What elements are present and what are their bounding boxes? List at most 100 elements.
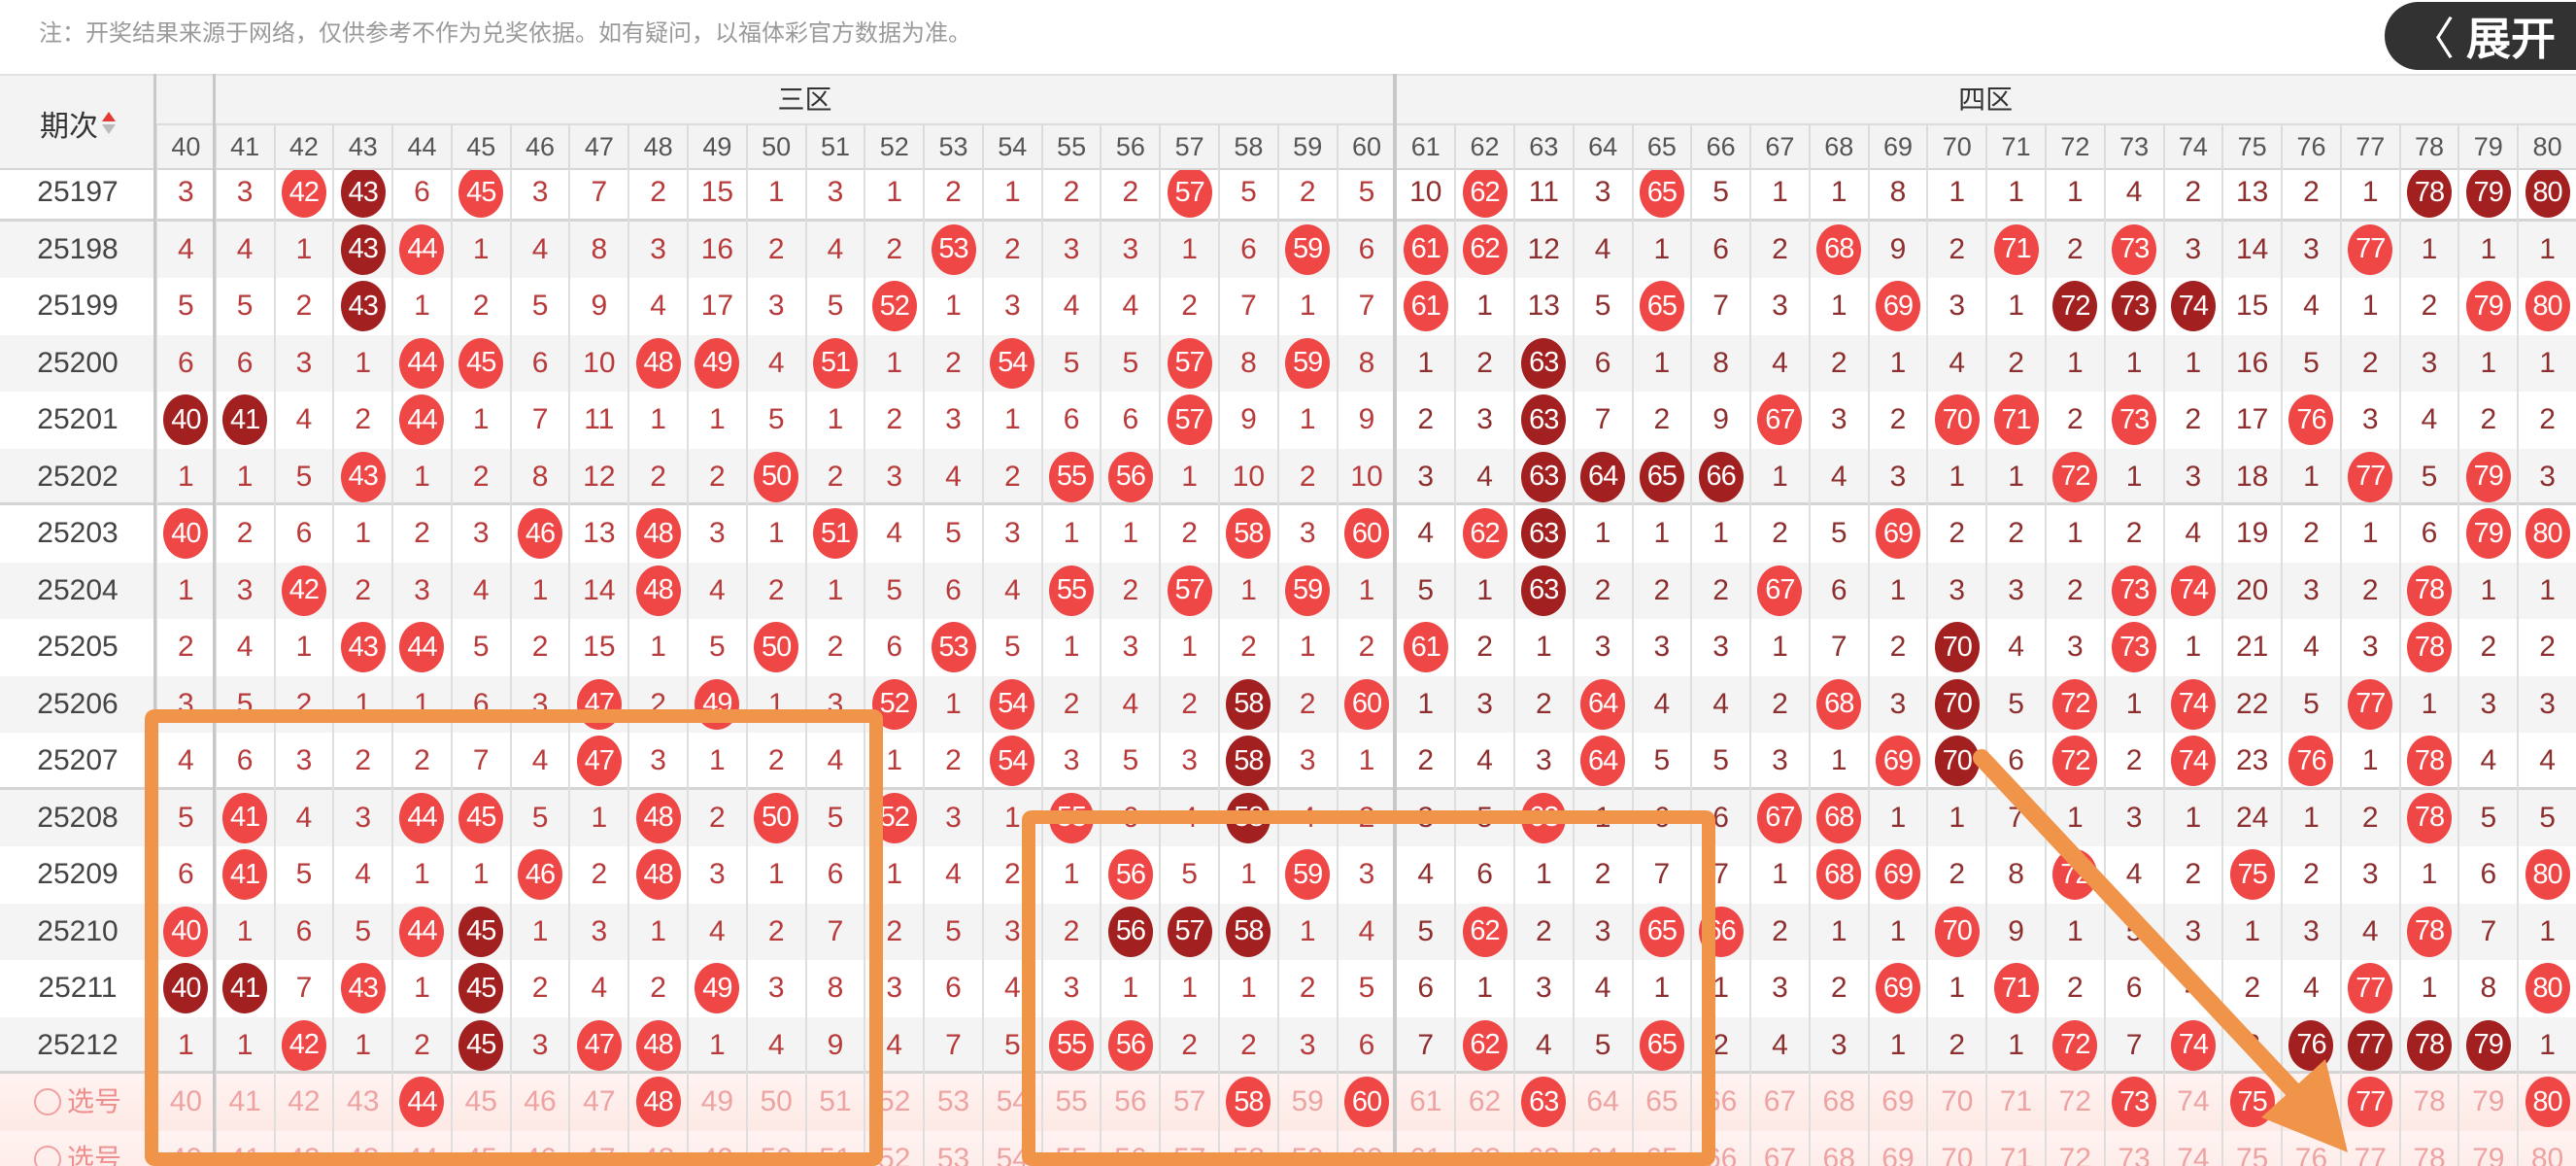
selectable-number[interactable]: 65 <box>1631 1074 1691 1131</box>
column-header[interactable]: 55 <box>1040 124 1101 170</box>
column-header[interactable]: 77 <box>2339 124 2399 170</box>
column-header[interactable]: 41 <box>214 124 274 170</box>
selected-number[interactable]: 48 <box>627 1074 687 1131</box>
column-header[interactable]: 79 <box>2457 124 2517 170</box>
column-header[interactable]: 59 <box>1276 124 1337 170</box>
selectable-number[interactable]: 46 <box>509 1074 569 1131</box>
selectable-number[interactable]: 52 <box>864 1130 923 1166</box>
number-ball[interactable]: 44 <box>399 1077 445 1128</box>
column-header[interactable]: 40 <box>155 124 215 170</box>
selectable-number[interactable]: 74 <box>2162 1130 2222 1166</box>
column-header[interactable]: 73 <box>2103 124 2163 170</box>
number-ball[interactable]: 60 <box>1343 1077 1389 1128</box>
selectable-number[interactable]: 52 <box>864 1074 923 1131</box>
selectable-number[interactable]: 71 <box>1985 1074 2045 1131</box>
column-header[interactable]: 74 <box>2162 124 2222 170</box>
column-header[interactable]: 51 <box>804 124 864 170</box>
column-header[interactable]: 46 <box>509 124 569 170</box>
column-header[interactable]: 54 <box>981 124 1041 170</box>
selectable-number[interactable]: 47 <box>568 1074 627 1131</box>
selectable-number[interactable]: 73 <box>2103 1130 2163 1166</box>
selectable-number[interactable]: 53 <box>923 1074 982 1131</box>
selected-number[interactable]: 63 <box>1512 1074 1573 1131</box>
select-row-toggle[interactable]: 选号 <box>0 1074 155 1131</box>
column-header[interactable]: 69 <box>1867 124 1927 170</box>
selectable-number[interactable]: 49 <box>687 1074 746 1131</box>
column-header[interactable]: 57 <box>1159 124 1218 170</box>
selectable-number[interactable]: 53 <box>923 1130 982 1166</box>
selectable-number[interactable]: 67 <box>1749 1130 1809 1166</box>
selectable-number[interactable]: 56 <box>1100 1074 1159 1131</box>
column-header[interactable]: 80 <box>2517 124 2576 170</box>
selectable-number[interactable]: 45 <box>450 1074 510 1131</box>
selectable-number[interactable]: 68 <box>1808 1130 1868 1166</box>
column-header[interactable]: 76 <box>2281 124 2340 170</box>
radio-circle-icon[interactable] <box>33 1145 61 1166</box>
selectable-number[interactable]: 74 <box>2162 1074 2222 1131</box>
selectable-number[interactable]: 69 <box>1867 1130 1927 1166</box>
selectable-number[interactable]: 78 <box>2398 1130 2458 1166</box>
selectable-number[interactable]: 59 <box>1276 1074 1337 1131</box>
selectable-number[interactable]: 71 <box>1985 1130 2045 1166</box>
sort-icon[interactable] <box>102 112 116 134</box>
column-header[interactable]: 56 <box>1100 124 1159 170</box>
column-header[interactable]: 52 <box>864 124 923 170</box>
column-header[interactable]: 58 <box>1218 124 1277 170</box>
column-header[interactable]: 44 <box>391 124 451 170</box>
selectable-number[interactable]: 62 <box>1454 1074 1513 1131</box>
selectable-number[interactable]: 55 <box>1040 1074 1101 1131</box>
selectable-number[interactable]: 76 <box>2281 1074 2340 1131</box>
selectable-number[interactable]: 64 <box>1572 1074 1632 1131</box>
selectable-number[interactable]: 79 <box>2457 1130 2517 1166</box>
number-ball[interactable]: 80 <box>2525 1077 2570 1128</box>
selectable-number[interactable]: 77 <box>2339 1130 2399 1166</box>
column-header[interactable]: 67 <box>1749 124 1809 170</box>
column-header[interactable]: 71 <box>1985 124 2045 170</box>
selected-number[interactable]: 58 <box>1218 1074 1277 1131</box>
selectable-number[interactable]: 57 <box>1159 1074 1218 1131</box>
number-ball[interactable]: 63 <box>1521 1077 1567 1128</box>
number-ball[interactable]: 48 <box>635 1077 681 1128</box>
selectable-number[interactable]: 70 <box>1926 1074 1985 1131</box>
column-header[interactable]: 45 <box>450 124 510 170</box>
column-header[interactable]: 53 <box>923 124 982 170</box>
column-header[interactable]: 75 <box>2221 124 2281 170</box>
column-header[interactable]: 42 <box>273 124 333 170</box>
selectable-number[interactable]: 50 <box>745 1074 805 1131</box>
selectable-number[interactable]: 78 <box>2398 1074 2458 1131</box>
selectable-number[interactable]: 76 <box>2281 1130 2340 1166</box>
column-header[interactable]: 50 <box>745 124 805 170</box>
column-header[interactable]: 63 <box>1512 124 1573 170</box>
column-header[interactable]: 60 <box>1336 124 1396 170</box>
selectable-number[interactable]: 79 <box>2457 1074 2517 1131</box>
column-header[interactable]: 70 <box>1926 124 1985 170</box>
selected-number[interactable]: 80 <box>2517 1074 2576 1131</box>
column-header[interactable]: 62 <box>1454 124 1513 170</box>
number-ball[interactable]: 58 <box>1226 1077 1271 1128</box>
selectable-number[interactable]: 72 <box>2044 1074 2104 1131</box>
column-header[interactable]: 48 <box>627 124 687 170</box>
selectable-number[interactable]: 69 <box>1867 1074 1927 1131</box>
column-header[interactable]: 47 <box>568 124 627 170</box>
column-header[interactable]: 43 <box>332 124 391 170</box>
selectable-number[interactable]: 70 <box>1926 1130 1985 1166</box>
column-header[interactable]: 66 <box>1690 124 1749 170</box>
column-header[interactable]: 68 <box>1808 124 1868 170</box>
selected-number[interactable]: 77 <box>2339 1074 2399 1131</box>
column-header[interactable]: 65 <box>1631 124 1691 170</box>
selectable-number[interactable]: 68 <box>1808 1074 1868 1131</box>
period-column-header[interactable]: 期次 <box>0 76 155 170</box>
selectable-number[interactable]: 72 <box>2044 1130 2104 1166</box>
selectable-number[interactable]: 51 <box>804 1074 864 1131</box>
selected-number[interactable]: 44 <box>391 1074 451 1131</box>
column-header[interactable]: 64 <box>1572 124 1632 170</box>
select-row-toggle[interactable]: 选号 <box>0 1131 155 1166</box>
selected-number[interactable]: 73 <box>2103 1074 2163 1131</box>
selected-number[interactable]: 60 <box>1336 1074 1396 1131</box>
selected-number[interactable]: 75 <box>2221 1074 2281 1131</box>
selectable-number[interactable]: 80 <box>2517 1130 2576 1166</box>
selectable-number[interactable]: 42 <box>273 1074 333 1131</box>
column-header[interactable]: 78 <box>2398 124 2458 170</box>
expand-button[interactable]: 〈 展开 <box>2385 2 2576 70</box>
selectable-number[interactable]: 43 <box>332 1074 391 1131</box>
